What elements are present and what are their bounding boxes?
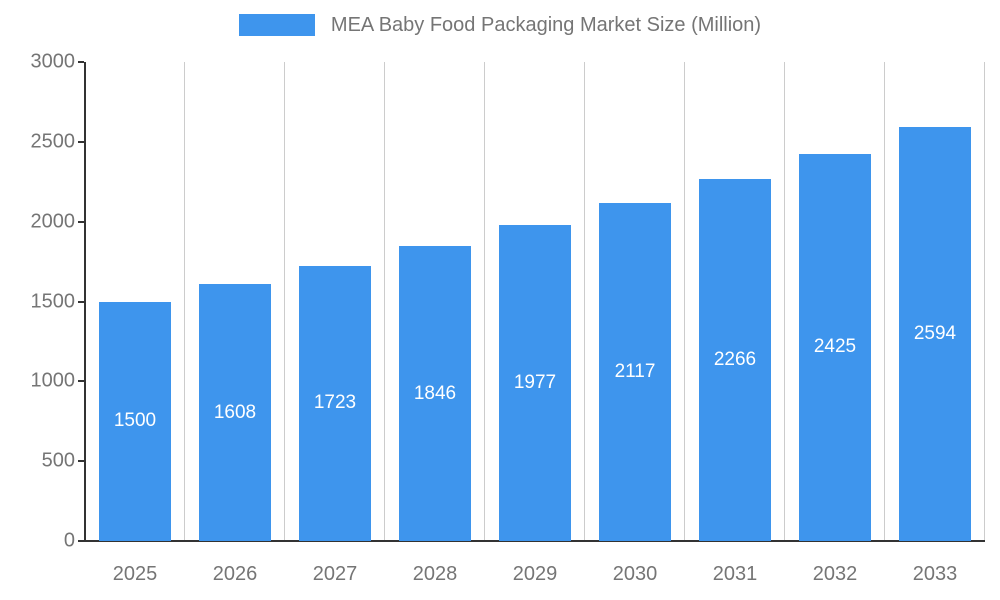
bar[interactable]: 2594: [899, 126, 971, 541]
bar-label: 2117: [614, 361, 656, 382]
bar-label: 2266: [713, 349, 757, 371]
bar[interactable]: 1977: [499, 225, 571, 541]
legend: MEA Baby Food Packaging Market Size (Mil…: [0, 14, 1000, 36]
y-tick-mark: [78, 540, 84, 542]
bar-label: 1846: [413, 382, 457, 404]
y-tick-label: 2500: [30, 130, 76, 153]
x-tick-label: 2025: [112, 563, 158, 585]
x-tick-label: 2030: [612, 563, 658, 585]
gridline: [284, 62, 285, 541]
x-tick-label: 2026: [212, 563, 258, 585]
y-tick-label: 1500: [30, 290, 76, 312]
x-tick-label: 2033: [912, 563, 958, 585]
x-tick-label: 2027: [312, 563, 358, 585]
gridline: [484, 62, 485, 541]
chart-title: MEA Baby Food Packaging Market Size (Mil…: [330, 14, 762, 36]
x-tick-label: 2031: [712, 563, 758, 585]
bar[interactable]: 2425: [799, 153, 871, 541]
gridline: [884, 62, 885, 541]
y-tick-mark: [78, 380, 84, 383]
bar[interactable]: 1846: [399, 246, 471, 541]
bar-label: 2425: [813, 336, 857, 358]
gridline: [984, 62, 985, 541]
y-tick-label: 3000: [30, 50, 76, 73]
bar-label: 1500: [113, 410, 157, 432]
gridline: [184, 62, 185, 541]
bar-label: 1723: [313, 392, 357, 414]
y-tick-mark: [78, 140, 84, 143]
gridline: [784, 62, 785, 541]
y-tick-mark: [78, 220, 84, 223]
bar-label: 2594: [913, 322, 957, 344]
gridline: [584, 62, 585, 541]
bar-label: 1608: [213, 401, 257, 423]
y-tick-label: 1000: [30, 369, 76, 392]
x-tick-label: 2028: [412, 563, 458, 585]
plot-area: 0 500 1000 1500 2000 2500 3000 1500 1608 1723 1846…: [31, 51, 985, 585]
y-axis-line: [84, 62, 86, 541]
bar[interactable]: 1608: [199, 284, 271, 541]
y-tick-label: 0: [63, 529, 75, 552]
x-tick-label: 2029: [512, 563, 558, 585]
legend-swatch[interactable]: [238, 14, 315, 36]
bar-label: 1977: [513, 372, 557, 394]
bar[interactable]: 1500: [99, 301, 171, 541]
y-tick-label: 2000: [30, 210, 76, 233]
y-tick-mark: [78, 61, 84, 63]
bar[interactable]: 2266: [699, 179, 771, 541]
y-tick-label: 500: [41, 449, 75, 472]
y-tick-mark: [78, 300, 84, 303]
gridline: [684, 62, 685, 541]
bar[interactable]: 2117: [599, 203, 671, 541]
gridline: [384, 62, 385, 541]
x-axis-line: [84, 540, 985, 542]
y-tick-mark: [78, 460, 84, 463]
bar[interactable]: 1723: [299, 265, 371, 541]
x-tick-label: 2032: [812, 563, 858, 585]
